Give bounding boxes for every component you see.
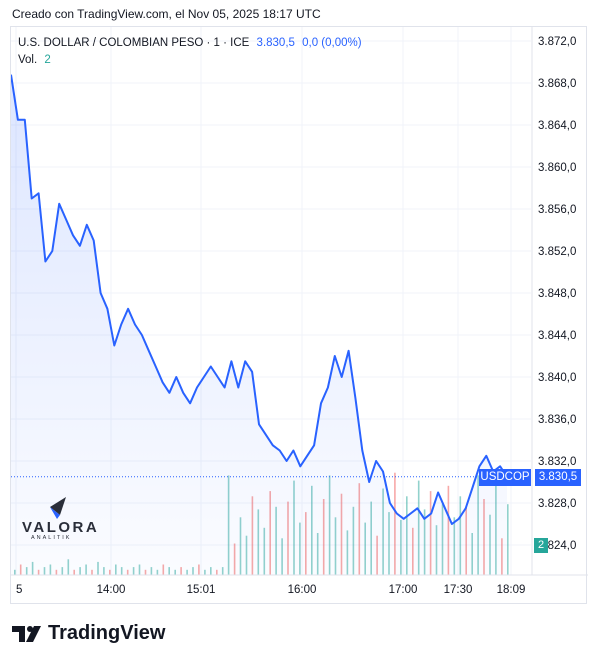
x-tick-label: 5 <box>16 584 22 596</box>
y-tick-label: 3.856,0 <box>538 204 576 216</box>
y-tick-label: 3.860,0 <box>538 162 576 174</box>
chart-caption: Creado con TradingView.com, el Nov 05, 2… <box>12 7 321 21</box>
valora-logo-icon <box>50 497 66 519</box>
last-price-badge: 3.830,5 <box>535 469 581 486</box>
tradingview-brand[interactable]: TradingView <box>48 622 166 644</box>
tradingview-logo-icon[interactable] <box>12 624 46 644</box>
y-tick-label: 3.828,0 <box>538 498 576 510</box>
volume-badge: 2 <box>534 538 548 553</box>
legend-symbol: U.S. DOLLAR / COLOMBIAN PESO · 1 · ICE <box>18 37 250 49</box>
volume-bar <box>507 504 509 575</box>
y-tick-label: 3.844,0 <box>538 330 576 342</box>
time-axis: 5 14:00 15:01 16:00 17:00 17:30 18:09 <box>16 584 525 596</box>
price-chart[interactable]: 3.872,0 3.868,0 3.864,0 3.860,0 3.856,0 3.852… <box>11 27 588 605</box>
x-tick-label: 17:30 <box>444 584 473 596</box>
chart-legend: U.S. DOLLAR / COLOMBIAN PESO · 1 · ICE 3… <box>18 35 362 69</box>
y-tick-label: 3.872,0 <box>538 36 576 48</box>
x-tick-label: 15:01 <box>187 584 216 596</box>
legend-change: 0,0 (0,00%) <box>302 37 362 49</box>
legend-volume-value: 2 <box>44 54 51 66</box>
legend-symbol-row: U.S. DOLLAR / COLOMBIAN PESO · 1 · ICE 3… <box>18 35 362 52</box>
y-tick-label: 3.832,0 <box>538 456 576 468</box>
price-axis: 3.872,0 3.868,0 3.864,0 3.860,0 3.856,0 3.852… <box>538 36 576 552</box>
x-tick-label: 14:00 <box>97 584 126 596</box>
legend-volume-row: Vol. 2 <box>18 52 362 69</box>
ticker-badge: USDCOP <box>479 469 531 486</box>
y-tick-label: 3.848,0 <box>538 288 576 300</box>
price-area-fill <box>11 74 507 575</box>
x-tick-label: 17:00 <box>389 584 418 596</box>
chart-frame[interactable]: 3.872,0 3.868,0 3.864,0 3.860,0 3.856,0 3.852… <box>10 26 588 605</box>
watermark-name: VALORA <box>22 519 100 536</box>
y-tick-label: 3.864,0 <box>538 120 576 132</box>
x-tick-label: 16:00 <box>288 584 317 596</box>
price-line <box>11 74 508 525</box>
y-tick-label: 3.836,0 <box>538 414 576 426</box>
legend-volume-label: Vol. <box>18 54 38 66</box>
y-tick-label: 3.852,0 <box>538 246 576 258</box>
y-tick-label: 3.840,0 <box>538 372 576 384</box>
x-tick-label: 18:09 <box>497 584 526 596</box>
y-tick-label: 3.868,0 <box>538 78 576 90</box>
watermark-subtitle: ANALITIK <box>31 535 72 541</box>
legend-last-value: 3.830,5 <box>256 37 295 49</box>
